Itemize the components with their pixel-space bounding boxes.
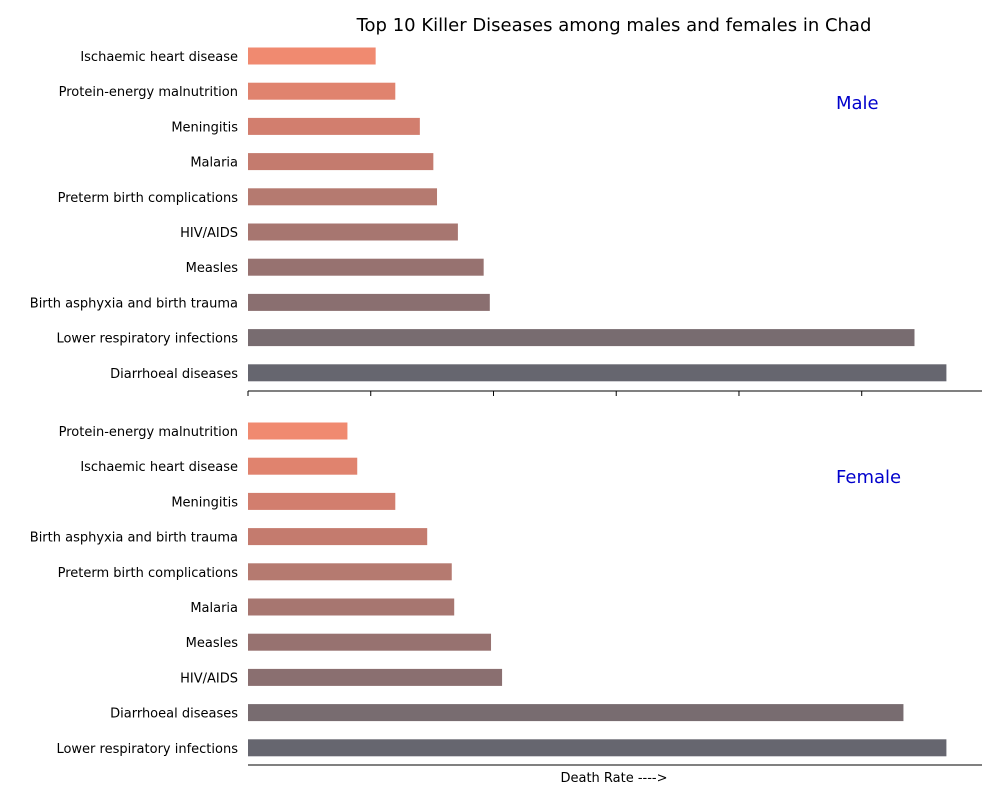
panel-female: Protein-energy malnutrition Ischaemic hea… bbox=[30, 422, 982, 766]
category-label: Meningitis bbox=[171, 495, 238, 510]
category-label: Measles bbox=[186, 636, 239, 651]
bar bbox=[248, 82, 396, 100]
bar bbox=[248, 293, 490, 311]
category-label: Diarrhoeal diseases bbox=[110, 367, 238, 382]
bar bbox=[248, 329, 915, 347]
bar bbox=[248, 457, 358, 475]
category-label: Birth asphyxia and birth trauma bbox=[30, 531, 238, 546]
panel-label: Male bbox=[836, 93, 879, 114]
bar bbox=[248, 223, 458, 241]
category-label: Protein-energy malnutrition bbox=[59, 85, 238, 100]
category-label: Protein-energy malnutrition bbox=[59, 425, 238, 440]
bar bbox=[248, 117, 420, 135]
category-label: Diarrhoeal diseases bbox=[110, 707, 238, 722]
bar bbox=[248, 422, 348, 440]
bar bbox=[248, 364, 947, 382]
category-label: Preterm birth complications bbox=[58, 566, 239, 581]
category-label: HIV/AIDS bbox=[180, 671, 238, 686]
category-label: HIV/AIDS bbox=[180, 226, 238, 241]
bar bbox=[248, 258, 484, 276]
category-label: Ischaemic heart disease bbox=[80, 460, 238, 475]
category-label: Malaria bbox=[190, 156, 238, 171]
bar bbox=[248, 528, 428, 546]
panel-male: Ischaemic heart disease Protein-energy ma… bbox=[30, 47, 982, 396]
category-label: Measles bbox=[186, 261, 239, 276]
bar bbox=[248, 598, 455, 616]
category-label: Ischaemic heart disease bbox=[80, 50, 238, 65]
x-axis-label: Death Rate ----> bbox=[560, 771, 667, 786]
bar bbox=[248, 188, 438, 206]
panel-label: Female bbox=[836, 467, 901, 488]
category-label: Lower respiratory infections bbox=[56, 332, 238, 347]
bar bbox=[248, 47, 376, 65]
category-label: Preterm birth complications bbox=[58, 191, 239, 206]
bar bbox=[248, 668, 503, 686]
category-label: Malaria bbox=[190, 601, 238, 616]
category-label: Meningitis bbox=[171, 120, 238, 135]
bar bbox=[248, 704, 904, 722]
bar bbox=[248, 633, 492, 651]
chart-title: Top 10 Killer Diseases among males and f… bbox=[356, 15, 872, 36]
bar bbox=[248, 492, 396, 510]
bar bbox=[248, 739, 947, 757]
category-label: Birth asphyxia and birth trauma bbox=[30, 296, 238, 311]
bar bbox=[248, 563, 452, 581]
bar bbox=[248, 153, 434, 171]
category-label: Lower respiratory infections bbox=[56, 742, 238, 757]
